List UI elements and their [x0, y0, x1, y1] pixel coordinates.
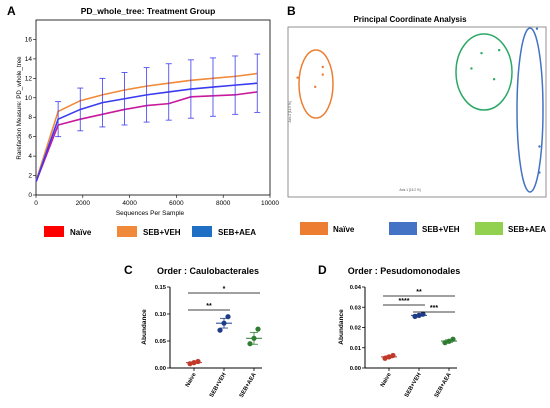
y-tick-label: 0.03	[350, 305, 362, 311]
rarefaction-series	[35, 53, 261, 182]
legend-swatch-naive-b	[300, 222, 328, 235]
legend-label-naive-b: Naïve	[333, 225, 355, 234]
legend-label-seb-aea: SEB+AEA	[218, 228, 256, 237]
pcoa-point	[497, 48, 501, 52]
data-point	[450, 336, 456, 342]
x-tick-label: SEB+AEA	[239, 371, 258, 399]
pcoa-point	[321, 65, 324, 69]
x-tick-label: 8000	[216, 200, 231, 207]
significance-label: *	[223, 286, 226, 293]
data-point	[217, 327, 223, 333]
caulobacterales-title: Order : Caulobacterales	[157, 266, 259, 276]
y-tick-label: 0.00	[155, 366, 166, 372]
legend-swatch-seb-veh-b	[389, 222, 417, 235]
pcoa-point	[314, 85, 317, 89]
y-tick-label: 8	[28, 114, 32, 121]
rarefaction-y-axis-label: Rarefaction Measure: PD_whole_tree	[16, 56, 23, 160]
x-tick-label: 6000	[169, 200, 184, 207]
y-tick-label: 0.01	[350, 346, 362, 352]
legend-swatch-seb-aea-b	[475, 222, 503, 235]
y-tick-label: 0	[28, 192, 32, 199]
pcoa-point	[321, 73, 324, 76]
x-tick-label: SEB+VEH	[404, 372, 423, 399]
rarefaction-x-axis-label: Sequences Per Sample	[116, 210, 185, 217]
legend-swatch-naive	[44, 226, 64, 237]
x-tick-label: 10000	[261, 200, 279, 207]
legend-label-seb-veh: SEB+VEH	[143, 228, 181, 237]
y-tick-label: 12	[25, 75, 33, 82]
pcoa-point	[538, 171, 541, 174]
series-line-2	[35, 82, 258, 182]
significance-label: **	[206, 303, 212, 310]
x-tick-label: SEB+AEA	[434, 371, 453, 399]
significance-label: **	[416, 289, 422, 296]
pcoa-point	[470, 67, 473, 70]
y-tick-label: 10	[25, 95, 33, 102]
x-tick-label: SEB+VEH	[209, 372, 228, 399]
legend-label-seb-aea-b: SEB+AEA	[508, 225, 546, 234]
x-tick-label: 4000	[122, 200, 137, 207]
pcoa-point	[535, 27, 539, 30]
y-tick-label: 16	[25, 36, 33, 43]
pcoa-point	[492, 77, 496, 81]
significance-label: ***	[430, 305, 438, 312]
pcoa-ellipse-seb-aea	[455, 33, 513, 111]
panel-letter-c: C	[124, 263, 133, 277]
y-tick-label: 6	[28, 134, 32, 141]
pcoa-y-axis-label: Axis 2 [11.5 %]	[288, 101, 292, 122]
legend-label-seb-veh-b: SEB+VEH	[422, 225, 460, 234]
rarefaction-y-ticks: 0 2 4 6 8 10 12 14 16	[25, 36, 36, 199]
legend-rarefaction: Naïve SEB+VEH SEB+AEA	[44, 226, 256, 237]
y-tick-label: 14	[25, 56, 33, 63]
y-tick-label: 0.15	[155, 285, 167, 291]
pcoa-ellipse-seb-veh	[516, 27, 544, 193]
pcoa-point	[480, 51, 483, 55]
panel-letter-a: A	[7, 4, 16, 18]
y-tick-label: 0.10	[155, 312, 166, 318]
pcoa-x-axis-label: Axis 1 [15.2 %]	[399, 188, 420, 192]
legend-swatch-seb-aea	[192, 226, 212, 237]
panel-letter-d: D	[318, 263, 327, 277]
rarefaction-plot-frame	[35, 19, 271, 196]
x-tick-label: 2000	[76, 200, 91, 207]
panel-letter-b: B	[287, 4, 296, 18]
pseudomonadales-chart: Order : Pesudomonodales Abundance 0.000.…	[338, 266, 460, 399]
pcoa-ellipse-naive	[298, 49, 334, 119]
legend-label-naive: Naïve	[70, 228, 92, 237]
data-point	[247, 341, 253, 347]
rarefaction-chart: PD_whole_tree: Treatment Group 0 2 4 6 8 10 12…	[16, 6, 279, 217]
legend-pcoa: Naïve SEB+VEH SEB+AEA	[300, 222, 546, 235]
rarefaction-title: PD_whole_tree: Treatment Group	[81, 6, 216, 16]
pcoa-chart: Principal Coordinate Analysis Axis 1 [15…	[287, 15, 547, 198]
x-tick-label: Naive	[185, 371, 198, 388]
y-tick-label: 0.05	[155, 339, 167, 345]
pseudomonadales-y-axis-label: Abundance	[338, 309, 345, 345]
y-tick-label: 0.00	[350, 366, 361, 372]
pcoa-point	[296, 76, 299, 79]
x-tick-label: Naive	[380, 371, 393, 388]
y-tick-label: 2	[28, 173, 32, 180]
x-tick-label: 0	[34, 200, 38, 207]
pcoa-plot-frame	[287, 26, 547, 198]
caulobacterales-chart: Order : Caulobacterales Abundance 0.00 0.…	[141, 266, 262, 399]
pseudomonadales-title: Order : Pesudomonodales	[348, 266, 461, 276]
rarefaction-x-ticks: 0 2000 4000 6000 8000 10000	[34, 195, 279, 207]
legend-swatch-seb-veh	[117, 226, 137, 237]
y-tick-label: 0.04	[350, 285, 362, 291]
pcoa-title: Principal Coordinate Analysis	[353, 15, 467, 24]
caulobacterales-y-axis-label: Abundance	[141, 309, 148, 345]
pcoa-point	[538, 145, 541, 148]
significance-label: ****	[399, 298, 410, 305]
data-point	[255, 326, 261, 332]
y-tick-label: 4	[28, 153, 32, 160]
y-tick-label: 0.02	[350, 326, 361, 332]
pseudomonadales-plot: 0.00 0.01 0.02 0.03 0.04 Naive SEB+VEH SEB+AEA *…	[350, 285, 457, 399]
pcoa-points	[296, 27, 541, 174]
